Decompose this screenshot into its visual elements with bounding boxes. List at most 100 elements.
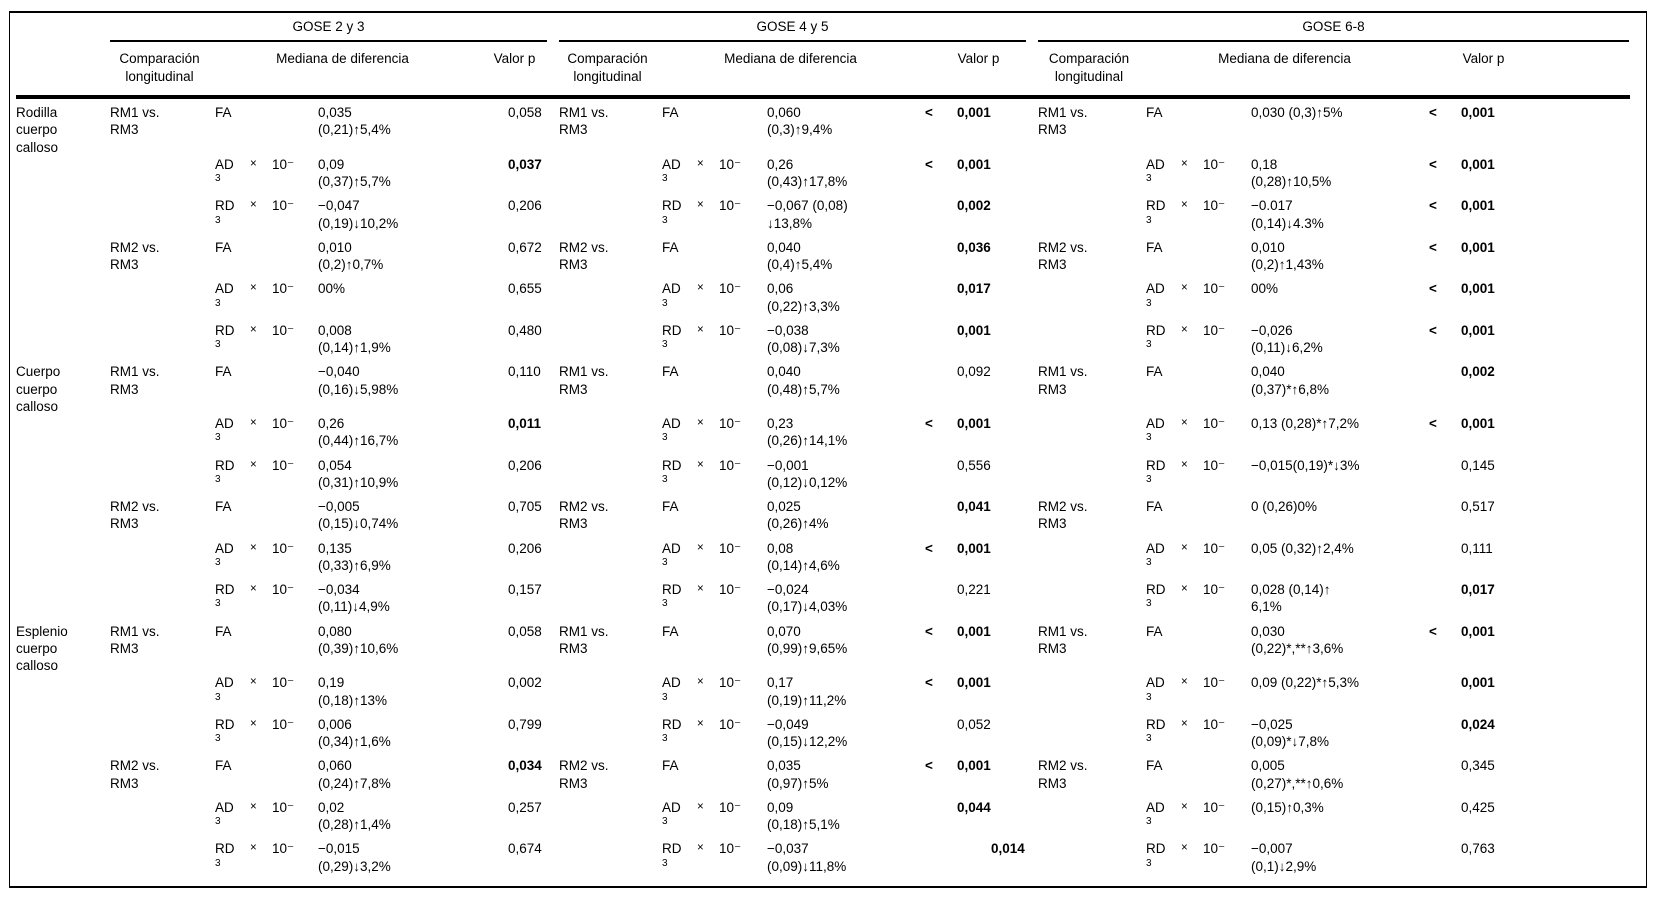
comparison-cell <box>1038 840 1146 857</box>
region-cell <box>16 280 110 297</box>
metric-cell: AD × 10⁻ 3 <box>1146 281 1226 309</box>
value-cell: 0,080 (0,39)↑10,6% <box>318 623 399 656</box>
pvalue-cell: 0,017 <box>1461 582 1495 598</box>
value-cell: 0,005 (0,27)*,**↑0,6% <box>1251 758 1344 791</box>
comparison-cell <box>110 581 215 598</box>
pvalue-cell: <0,001 <box>925 156 991 172</box>
group-header-row: GOSE 2 y 3 GOSE 4 y 5 GOSE 6-8 <box>16 13 1630 42</box>
pvalue-cell: 0,206 <box>508 457 542 473</box>
metric-cell: RD × 10⁻ 3 <box>662 582 742 610</box>
comparison-cell: RM2 vs. RM3 <box>110 758 160 791</box>
region-cell: Esplenio cuerpo calloso <box>16 623 68 674</box>
comparison-cell <box>1038 156 1146 173</box>
value-cell: (0,15)↑0,3% <box>1251 799 1324 815</box>
pvalue-cell: <0,001 <box>1429 239 1495 255</box>
metric-cell: AD × 10⁻ 3 <box>1146 416 1226 444</box>
value-cell: 0,054 (0,31)↑10,9% <box>318 457 399 490</box>
column-header-row: Comparación longitudinal Mediana de dife… <box>16 42 1630 100</box>
metric-cell: FA <box>1146 239 1163 255</box>
value-cell: −0,015 (0,29)↓3,2% <box>318 841 391 874</box>
comparison-cell <box>110 540 215 557</box>
value-cell: 0,035 (0,97)↑5% <box>767 758 829 791</box>
comparison-cell <box>110 799 215 816</box>
pvalue-cell: 0,705 <box>508 499 542 515</box>
region-cell <box>16 581 110 598</box>
value-cell: 0,19 (0,18)↑13% <box>318 675 388 708</box>
region-cell <box>16 415 110 432</box>
metric-cell: RD × 10⁻ 3 <box>662 457 742 485</box>
pvalue-cell: 0,157 <box>508 582 542 598</box>
comparison-cell <box>559 322 662 339</box>
metric-cell: FA <box>1146 499 1163 515</box>
value-cell: 0,09 (0,18)↑5,1% <box>767 799 840 833</box>
value-cell: −0.017 (0,14)↓4.3% <box>1251 198 1324 231</box>
pvalue-cell: 0,017 <box>957 281 991 297</box>
pvalue-cell: 0,058 <box>508 623 542 639</box>
region-cell <box>16 540 110 557</box>
table-row: RD × 10⁻ 3 −0,047 (0,19)↓10,2% 0,206 RD × 10⁻… <box>16 197 1630 239</box>
value-cell: 0,23 (0,26)↑14,1% <box>767 416 848 449</box>
table-row: RD × 10⁻ 3 0,008 (0,14)↑1,9% 0,480 RD × 10⁻ 3… <box>16 322 1630 364</box>
value-cell: −0,007 (0,1)↓2,9% <box>1251 841 1317 874</box>
table-row: Esplenio cuerpo calloso RM1 vs. RM3 FA 0… <box>16 623 1630 675</box>
value-cell: 00% <box>1251 281 1279 297</box>
region-cell <box>16 457 110 474</box>
pvalue-cell: 0,041 <box>957 499 991 515</box>
pvalue-cell: 0,036 <box>957 239 991 255</box>
table-row: RM2 vs. RM3 FA 0,010 (0,2)↑0,7% 0,672 RM2… <box>16 239 1630 281</box>
comparison-cell: RM2 vs. RM3 <box>110 499 160 532</box>
region-cell <box>16 156 110 173</box>
comparison-cell <box>1038 674 1146 691</box>
metric-cell: FA <box>662 623 679 639</box>
metric-cell: RD × 10⁻ 3 <box>215 198 295 226</box>
table-row: RM2 vs. RM3 FA −0,005 (0,15)↓0,74% 0,705 … <box>16 498 1630 540</box>
value-cell: 0,028 (0,14)↑ 6,1% <box>1251 582 1331 615</box>
pvalue-cell: 0,002 <box>957 198 991 214</box>
metric-cell: RD × 10⁻ 3 <box>1146 841 1226 869</box>
col-header-comparison: Comparación longitudinal <box>1048 51 1130 84</box>
metric-cell: FA <box>1146 758 1163 774</box>
metric-cell: AD × 10⁻ 3 <box>662 675 742 703</box>
stub-cell <box>16 19 110 42</box>
metric-cell: FA <box>662 364 679 380</box>
pvalue-cell: <0,001 <box>1429 281 1495 297</box>
metric-cell: AD × 10⁻ 3 <box>662 281 742 309</box>
pvalue-cell: 0,674 <box>508 841 542 857</box>
metric-cell: FA <box>1146 623 1163 639</box>
pvalue-cell: 0,672 <box>508 239 542 255</box>
comparison-cell: RM2 vs. RM3 <box>559 758 609 791</box>
value-cell: −0,025 (0,09)*↓7,8% <box>1251 716 1330 750</box>
comparison-cell <box>559 799 662 816</box>
table-row: AD × 10⁻ 3 0,09 (0,37)↑5,7% 0,037 AD × 10⁻ 3 … <box>16 156 1630 198</box>
comparison-cell: RM1 vs. RM3 <box>1038 623 1088 656</box>
metric-cell: RD × 10⁻ 3 <box>215 322 295 351</box>
comparison-cell: RM1 vs. RM3 <box>1038 364 1088 397</box>
region-cell <box>16 757 110 774</box>
pvalue-cell: <0,001 <box>1429 198 1495 214</box>
comparison-cell <box>559 581 662 598</box>
pvalue-cell: 0,425 <box>1461 799 1495 815</box>
metric-cell: RD × 10⁻ 3 <box>1146 457 1226 485</box>
table-row: RD × 10⁻ 3 0,006 (0,34)↑1,6% 0,799 RD × 10⁻ 3… <box>16 716 1630 758</box>
value-cell: −0,026 (0,11)↓6,2% <box>1251 322 1323 356</box>
value-cell: 0,070 (0,99)↑9,65% <box>767 623 848 656</box>
metric-cell: RD × 10⁻ 3 <box>215 841 295 869</box>
pvalue-cell: 0,763 <box>1461 841 1495 857</box>
comparison-cell <box>559 540 662 557</box>
metric-cell: FA <box>215 364 232 380</box>
pvalue-cell: <0,001 <box>1429 623 1495 639</box>
region-cell <box>16 716 110 733</box>
comparison-cell: RM1 vs. RM3 <box>559 623 609 656</box>
comparison-cell <box>110 716 215 733</box>
metric-cell: FA <box>215 499 232 515</box>
value-cell: 0,010 (0,2)↑1,43% <box>1251 239 1324 273</box>
comparison-cell <box>1038 799 1146 816</box>
pvalue-cell: 0,044 <box>957 799 991 815</box>
pvalue-cell: <0,001 <box>1429 322 1495 338</box>
comparison-cell: RM1 vs. RM3 <box>110 623 160 656</box>
metric-cell: RD × 10⁻ 3 <box>1146 716 1226 745</box>
pvalue-cell: 0,058 <box>508 105 542 121</box>
pvalue-cell: 0,110 <box>508 364 541 380</box>
comparison-cell <box>1038 457 1146 474</box>
comparison-cell <box>559 197 662 214</box>
